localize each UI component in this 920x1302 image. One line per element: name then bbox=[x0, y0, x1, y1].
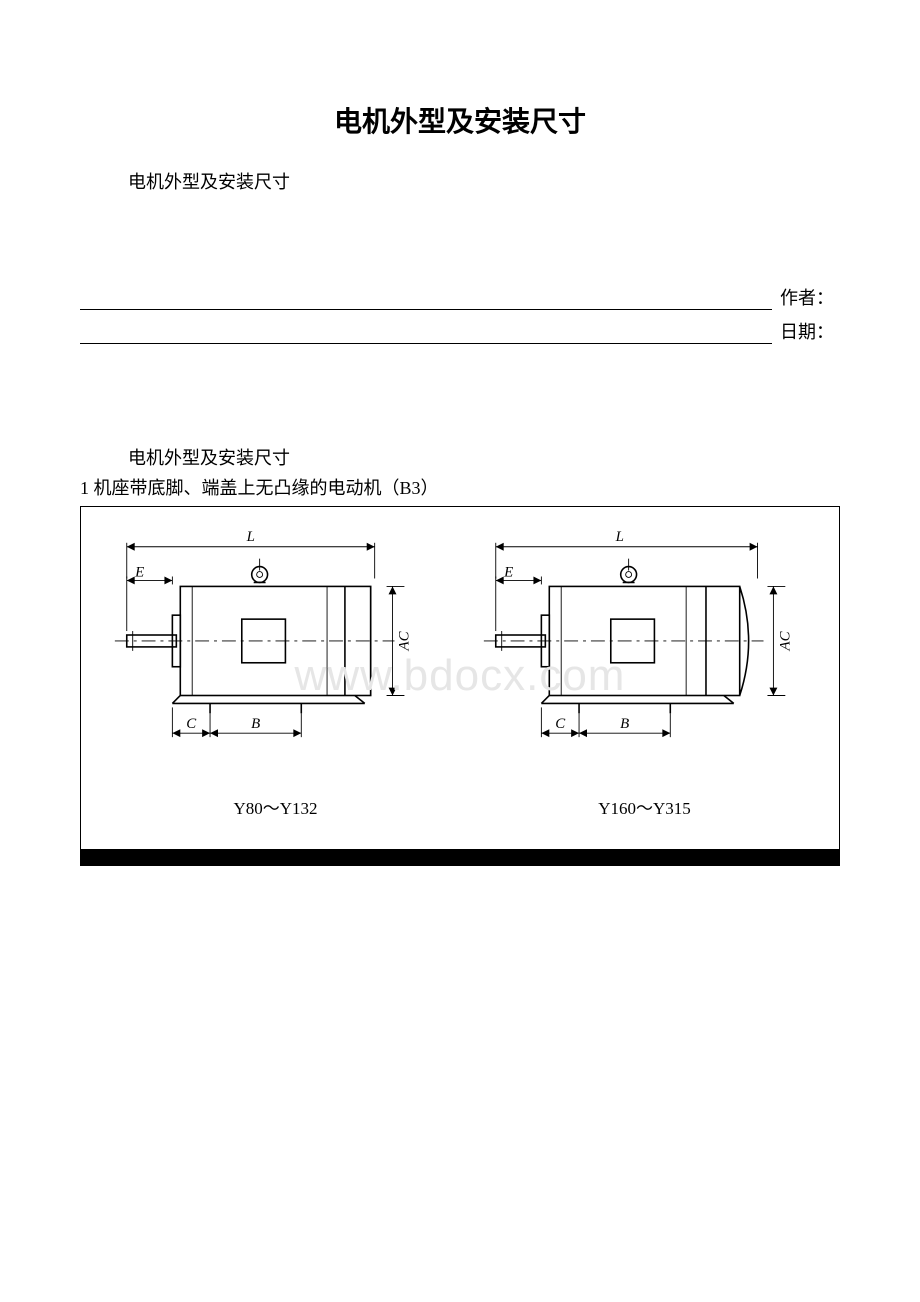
svg-text:AC: AC bbox=[396, 630, 412, 651]
author-line: 作者： bbox=[80, 284, 840, 310]
date-line: 日期： bbox=[80, 318, 840, 344]
motor-left-cell: L E C B AC Y80～Y132 bbox=[91, 517, 460, 819]
svg-text:E: E bbox=[503, 564, 513, 580]
motor-right-caption: Y160～Y315 bbox=[466, 794, 823, 819]
section-header: 电机外型及安装尺寸 bbox=[128, 444, 840, 470]
author-label: 作者： bbox=[780, 284, 840, 310]
svg-text:AC: AC bbox=[777, 630, 793, 651]
svg-text:E: E bbox=[134, 564, 144, 580]
date-label: 日期： bbox=[780, 318, 840, 344]
diagram-container: www.bdocx.com LECBAC Y80～Y132 LECBAC Y16… bbox=[80, 506, 840, 866]
date-rule bbox=[80, 325, 772, 344]
svg-text:C: C bbox=[555, 716, 566, 732]
svg-text:B: B bbox=[620, 716, 629, 732]
motor-right-cell: L E C B AC Y160～Y315 bbox=[460, 517, 829, 819]
motor-left-caption: Y80～Y132 bbox=[97, 794, 454, 819]
svg-text:C: C bbox=[186, 716, 197, 732]
author-rule bbox=[80, 291, 772, 310]
item-1: 1 机座带底脚、端盖上无凸缘的电动机（B3） bbox=[80, 474, 840, 500]
page-title: 电机外型及安装尺寸 bbox=[80, 100, 840, 140]
svg-text:L: L bbox=[615, 529, 624, 545]
motor-left-svg: L E C B AC bbox=[97, 517, 454, 775]
subtitle: 电机外型及安装尺寸 bbox=[128, 168, 840, 194]
diagram-bottom-bar bbox=[81, 849, 839, 865]
svg-text:B: B bbox=[251, 716, 260, 732]
motor-right-svg: L E C B AC bbox=[466, 517, 823, 775]
svg-text:L: L bbox=[246, 529, 255, 545]
